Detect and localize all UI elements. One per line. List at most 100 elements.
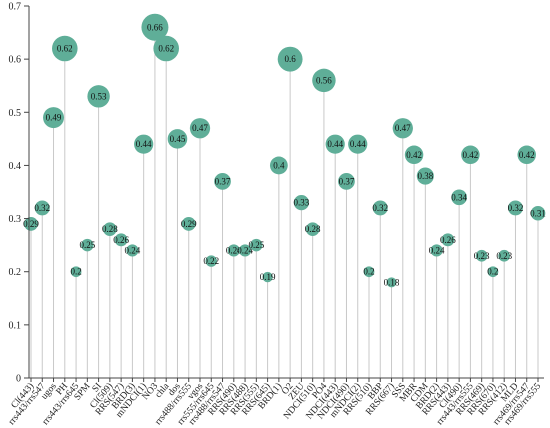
data-label: 0.49 (46, 113, 62, 123)
data-label: 0.25 (248, 240, 264, 250)
lollipop-dot (103, 222, 117, 236)
lollipop-dot (24, 216, 38, 231)
data-label: 0.4 (273, 160, 285, 170)
lollipop-dot (141, 13, 169, 41)
data-label: 0.2 (487, 267, 498, 277)
data-label: 0.42 (463, 150, 479, 160)
lollipop-dot (305, 222, 320, 236)
lollipop-dot (487, 266, 499, 278)
y-tick-label: 0.6 (9, 55, 22, 66)
lollipop-dot (507, 200, 523, 216)
axes-layer: 0 0.1 0.2 0.3 0.4 0.5 0.6 0.7 (9, 2, 544, 385)
data-label: 0.53 (91, 91, 107, 101)
lollipop-dot (153, 35, 179, 62)
data-label: 0.24 (226, 245, 242, 255)
lollipop-dot (348, 134, 368, 154)
lollipop-dot (392, 118, 413, 139)
lollipop-dot (70, 266, 82, 278)
data-label: 0.6 (285, 54, 297, 64)
lollipop-dot (214, 173, 231, 190)
lollipop-dot (517, 145, 536, 165)
data-label: 0.28 (102, 224, 118, 234)
data-label: 0.25 (79, 240, 95, 250)
lollipop-dot (277, 46, 303, 72)
lollipop-dot (430, 244, 443, 257)
data-label: 0.24 (125, 245, 141, 255)
y-tick-label: 0.2 (9, 267, 22, 278)
lollipop-dot (81, 238, 94, 252)
data-label: 0.37 (215, 176, 231, 186)
y-tick-label: 0.3 (9, 214, 22, 225)
data-label: 0.62 (57, 44, 73, 54)
data-label: 0.31 (530, 208, 546, 218)
lollipop-dot (262, 271, 273, 283)
data-label: 0.62 (158, 44, 174, 54)
data-label: 0.2 (363, 267, 374, 277)
lollipop-dot (239, 244, 252, 257)
data-label: 0.29 (181, 219, 197, 229)
lollipop-dot (498, 249, 511, 262)
data-label: 0.29 (23, 219, 39, 229)
data-label: 0.32 (508, 203, 524, 213)
lollipop-dot (34, 200, 50, 216)
lollipop-dot (52, 35, 78, 62)
data-label: 0.47 (395, 123, 411, 133)
data-label: 0.18 (384, 277, 400, 287)
lollipop-dot (530, 205, 546, 221)
data-label: 0.42 (519, 150, 535, 160)
data-label: 0.44 (350, 139, 366, 149)
lollipop-dot (451, 189, 467, 206)
lollipop-dot (250, 238, 263, 252)
lollipop-dot (43, 107, 65, 129)
lollipop-dot (372, 200, 388, 216)
lollipop-dot (416, 167, 434, 185)
lollipop-dot (205, 255, 217, 267)
data-label: 0.24 (429, 245, 445, 255)
y-tick-label: 0.7 (9, 2, 22, 13)
data-label: 0.37 (339, 176, 355, 186)
data-label: 0.26 (113, 235, 129, 245)
lollipop-dot (461, 145, 480, 165)
data-label: 0.26 (440, 235, 456, 245)
data-label: 0.66 (147, 22, 163, 32)
lollipop-dot (325, 134, 345, 154)
lollipop-dot (293, 194, 310, 211)
data-label: 0.22 (203, 256, 219, 266)
lollipop-dot (386, 277, 397, 288)
data-label: 0.23 (496, 251, 512, 261)
lollipop-dot (181, 216, 196, 231)
lollipop-dot (475, 249, 488, 262)
lollipop-dot (404, 145, 424, 165)
data-label: 0.34 (451, 192, 467, 202)
dots-layer: 0.290.320.490.620.20.250.530.280.260.240… (23, 13, 546, 288)
lollipop-dot (441, 233, 455, 247)
data-label: 0.32 (34, 203, 50, 213)
data-label: 0.38 (417, 171, 433, 181)
data-label: 0.44 (327, 139, 343, 149)
lollipop-dot (87, 85, 110, 108)
lollipop-dot (167, 129, 188, 149)
lollipop-dot (338, 173, 355, 190)
lollipop-dot (312, 68, 336, 93)
lollipop-dot (227, 244, 240, 257)
data-label: 0.32 (372, 203, 388, 213)
data-label: 0.2 (70, 267, 81, 277)
labels-layer: Cl(443)rrs443/rrs547ugosPHrrs443/rrs645S… (7, 381, 543, 427)
data-label: 0.56 (316, 75, 332, 85)
data-label: 0.44 (136, 139, 152, 149)
y-tick-label: 0.5 (9, 108, 22, 119)
data-label: 0.23 (474, 251, 490, 261)
lollipop-dot (134, 134, 154, 154)
y-tick-label: 0 (16, 374, 21, 385)
y-tick-label: 0.1 (9, 320, 22, 331)
data-label: 0.42 (406, 150, 422, 160)
data-label: 0.19 (260, 272, 276, 282)
lollipop-dot (363, 266, 375, 278)
stems-layer (30, 27, 539, 378)
data-label: 0.45 (170, 134, 186, 144)
data-label: 0.47 (192, 123, 208, 133)
lollipop-dot (269, 156, 288, 175)
y-tick-label: 0.4 (9, 161, 22, 172)
